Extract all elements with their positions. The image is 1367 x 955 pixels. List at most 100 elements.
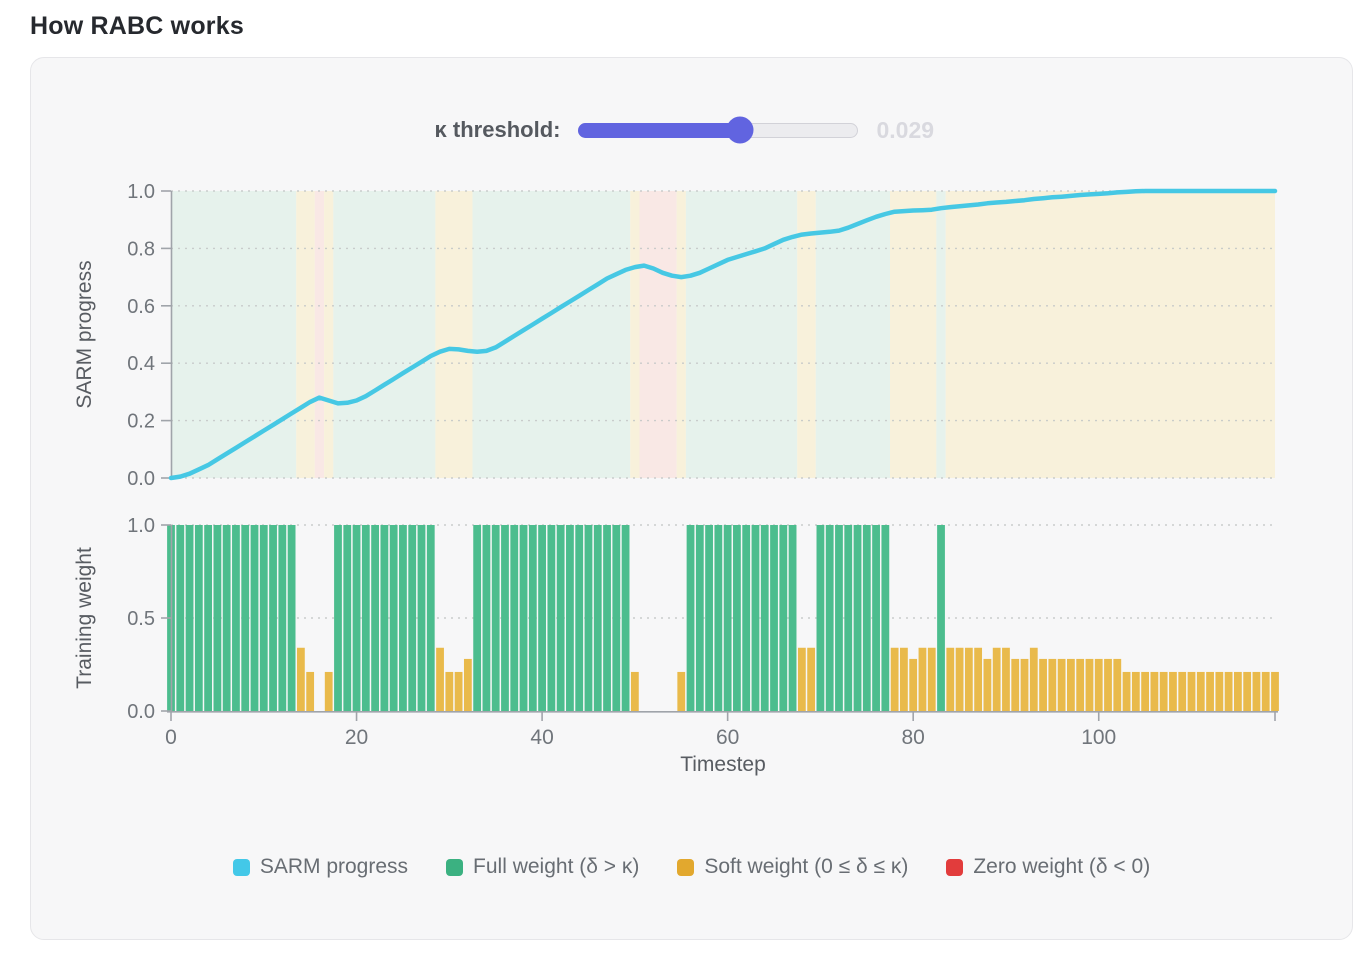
y-tick-label: 0.0	[127, 468, 155, 490]
training-weight-bar	[324, 671, 333, 711]
top-y-axis-title: SARM progress	[73, 260, 96, 408]
weight-class-band	[815, 191, 890, 478]
training-weight-bar	[510, 525, 519, 711]
training-weight-bar	[603, 525, 611, 711]
training-weight-bar	[269, 525, 277, 711]
training-weight-bar	[686, 525, 695, 711]
training-weight-bar	[1169, 671, 1177, 711]
training-weight-bar	[250, 525, 259, 711]
training-weight-bar	[454, 671, 463, 711]
weight-class-band	[639, 191, 677, 478]
training-weight-bar	[547, 525, 556, 711]
training-weight-bar	[1029, 647, 1038, 711]
training-weight-bar	[797, 647, 806, 711]
training-weight-bar	[835, 525, 843, 711]
training-weight-bar	[825, 525, 834, 711]
training-weight-bar	[714, 525, 723, 711]
training-weight-bar	[1178, 671, 1187, 711]
training-weight-bar	[566, 525, 574, 711]
training-weight-bar	[816, 525, 825, 711]
training-weight-bar	[900, 647, 908, 711]
weight-class-band	[296, 191, 315, 478]
legend-item: Full weight (δ > κ)	[446, 855, 639, 879]
training-weight-bar	[334, 525, 342, 711]
training-weight-bar	[937, 525, 945, 711]
training-weight-bar	[491, 525, 500, 711]
legend-item: Soft weight (0 ≤ δ ≤ κ)	[677, 855, 908, 879]
legend-label: SARM progress	[259, 855, 409, 878]
training-weight-bar	[630, 671, 639, 711]
y-tick-label: 1.0	[127, 515, 155, 537]
training-weight-bar	[1113, 658, 1122, 711]
training-weight-bar	[872, 525, 880, 711]
training-weight-bar	[1067, 658, 1075, 711]
training-weight-bar	[501, 525, 509, 711]
x-tick-label: 80	[902, 726, 925, 749]
rabc-demo-card: κ threshold: 0.029 0.0 0.2 0.4 0.6 0.8 1.0 0.0…	[30, 57, 1353, 940]
training-weight-bar	[371, 525, 379, 711]
weight-class-band	[314, 191, 325, 478]
training-weight-bar	[964, 647, 973, 711]
training-weight-bar	[1076, 658, 1085, 711]
weight-class-band	[945, 191, 1275, 478]
training-weight-bar	[241, 525, 250, 711]
training-weight-bar	[1215, 671, 1224, 711]
training-weight-bar	[909, 658, 918, 711]
training-weight-bar	[751, 525, 760, 711]
kappa-threshold-slider[interactable]	[578, 116, 859, 144]
training-weight-bar	[1020, 658, 1029, 711]
training-weight-bar	[343, 525, 352, 711]
training-weight-bar	[779, 525, 788, 711]
y-tick-label: 0.6	[127, 296, 155, 318]
x-tick-label: 20	[345, 726, 368, 749]
training-weight-bar	[1048, 658, 1057, 711]
y-tick-label: 0.2	[127, 411, 155, 433]
training-weight-bar	[194, 525, 203, 711]
training-weight-bar	[1122, 671, 1131, 711]
training-weight-bar	[519, 525, 528, 711]
training-weight-bar	[213, 525, 222, 711]
training-weight-bar	[733, 525, 741, 711]
training-weight-bar	[473, 525, 482, 711]
legend: SARM progress Full weight (δ > κ) Soft wei…	[31, 855, 1352, 879]
training-weight-bar	[380, 525, 389, 711]
page-title: How RABC works	[30, 12, 244, 40]
weight-class-band	[685, 191, 798, 478]
y-tick-label: 1.0	[127, 181, 155, 203]
legend-item: SARM progress	[232, 855, 409, 879]
training-weight-bar	[408, 525, 417, 711]
training-weight-bar	[204, 525, 213, 711]
slider-thumb[interactable]	[726, 116, 754, 144]
x-tick-label: 60	[716, 726, 739, 749]
weight-class-band	[333, 191, 436, 478]
training-weight-bar	[1150, 671, 1159, 711]
legend-swatch	[232, 858, 250, 876]
training-weight-bar	[770, 525, 778, 711]
legend-swatch	[446, 858, 464, 876]
training-weight-bar	[222, 525, 231, 711]
training-weight-bar	[760, 525, 769, 711]
training-weight-bar	[426, 525, 435, 711]
slider-fill	[578, 122, 741, 138]
training-weight-bar	[1206, 671, 1214, 711]
x-axis-title: Timestep	[680, 753, 766, 776]
legend-label: Soft weight (0 ≤ δ ≤ κ)	[704, 855, 909, 878]
training-weight-bar	[575, 525, 584, 711]
kappa-threshold-label: κ threshold:	[434, 117, 561, 142]
training-weight-bar	[185, 525, 194, 711]
training-weight-bar	[399, 525, 407, 711]
training-weight-bar	[584, 525, 593, 711]
training-weight-bar	[621, 525, 630, 711]
training-weight-bar	[259, 525, 268, 711]
x-tick-label: 100	[1081, 726, 1116, 749]
training-weight-bar	[1131, 671, 1140, 711]
legend-label: Full weight (δ > κ)	[473, 855, 640, 878]
x-tick-label: 40	[530, 726, 553, 749]
training-weight-bar	[1159, 671, 1168, 711]
training-weight-bar	[1011, 658, 1020, 711]
training-weight-bar	[955, 647, 964, 711]
training-weight-bar	[593, 525, 602, 711]
weight-class-band	[889, 191, 937, 478]
sarm-progress-line	[168, 188, 1278, 481]
